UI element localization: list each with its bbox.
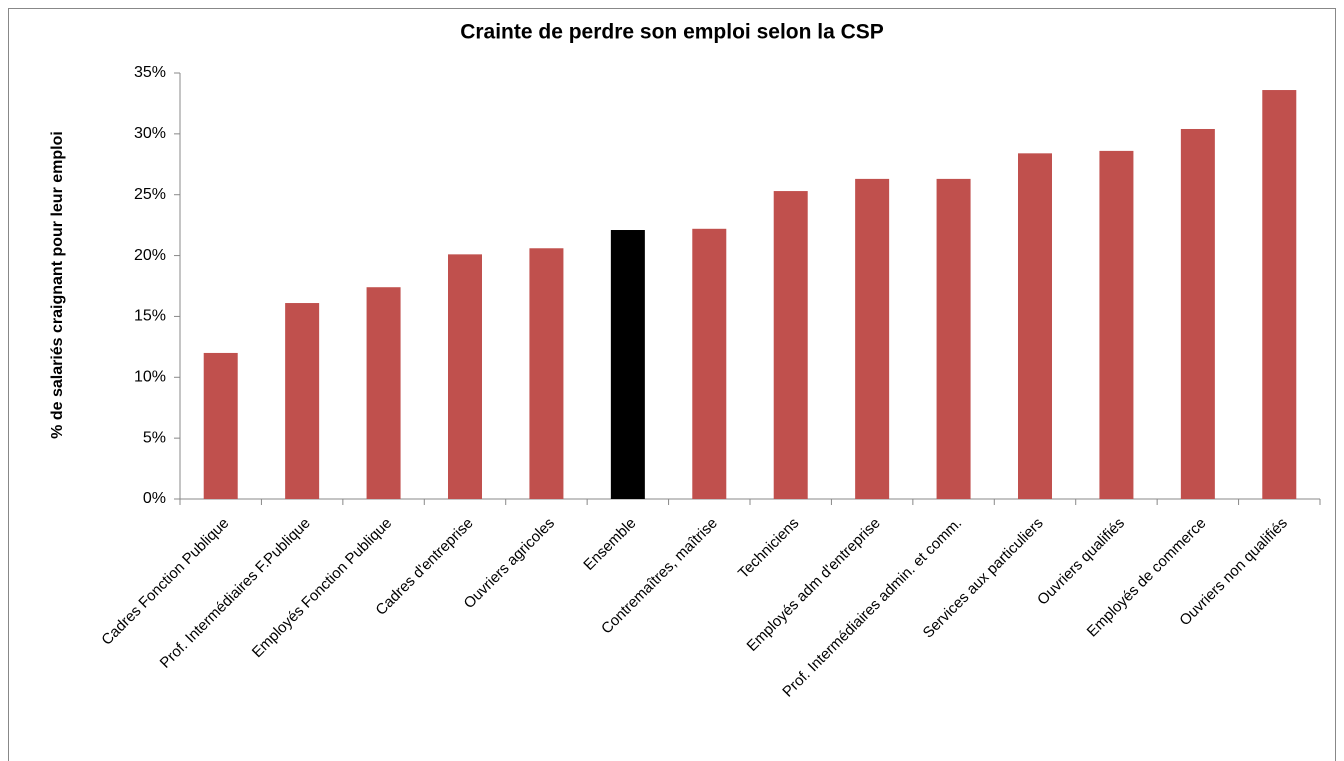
y-tick-label: 20% xyxy=(134,247,166,264)
bar xyxy=(773,191,808,499)
bar xyxy=(692,228,727,499)
bar xyxy=(936,178,971,500)
bar xyxy=(1262,90,1297,499)
bar xyxy=(855,178,890,500)
bar xyxy=(448,254,482,499)
y-tick-label: 30% xyxy=(134,125,166,142)
bar xyxy=(1180,128,1215,499)
bar xyxy=(610,230,645,500)
bar xyxy=(285,303,320,499)
bar xyxy=(1099,150,1134,499)
y-tick-label: 10% xyxy=(134,369,166,386)
bar xyxy=(203,352,238,499)
y-tick-label: 35% xyxy=(134,64,166,81)
bar xyxy=(529,248,564,499)
bar xyxy=(366,287,401,499)
bar xyxy=(1018,153,1052,499)
y-tick-label: 5% xyxy=(143,429,166,446)
y-tick-label: 25% xyxy=(134,186,166,203)
y-tick-label: 0% xyxy=(143,490,166,507)
chart-title: Crainte de perdre son emploi selon la CS… xyxy=(460,21,884,44)
y-tick-label: 15% xyxy=(134,308,166,325)
y-axis-label: % de salariés craignant pour leur emploi xyxy=(49,131,66,439)
